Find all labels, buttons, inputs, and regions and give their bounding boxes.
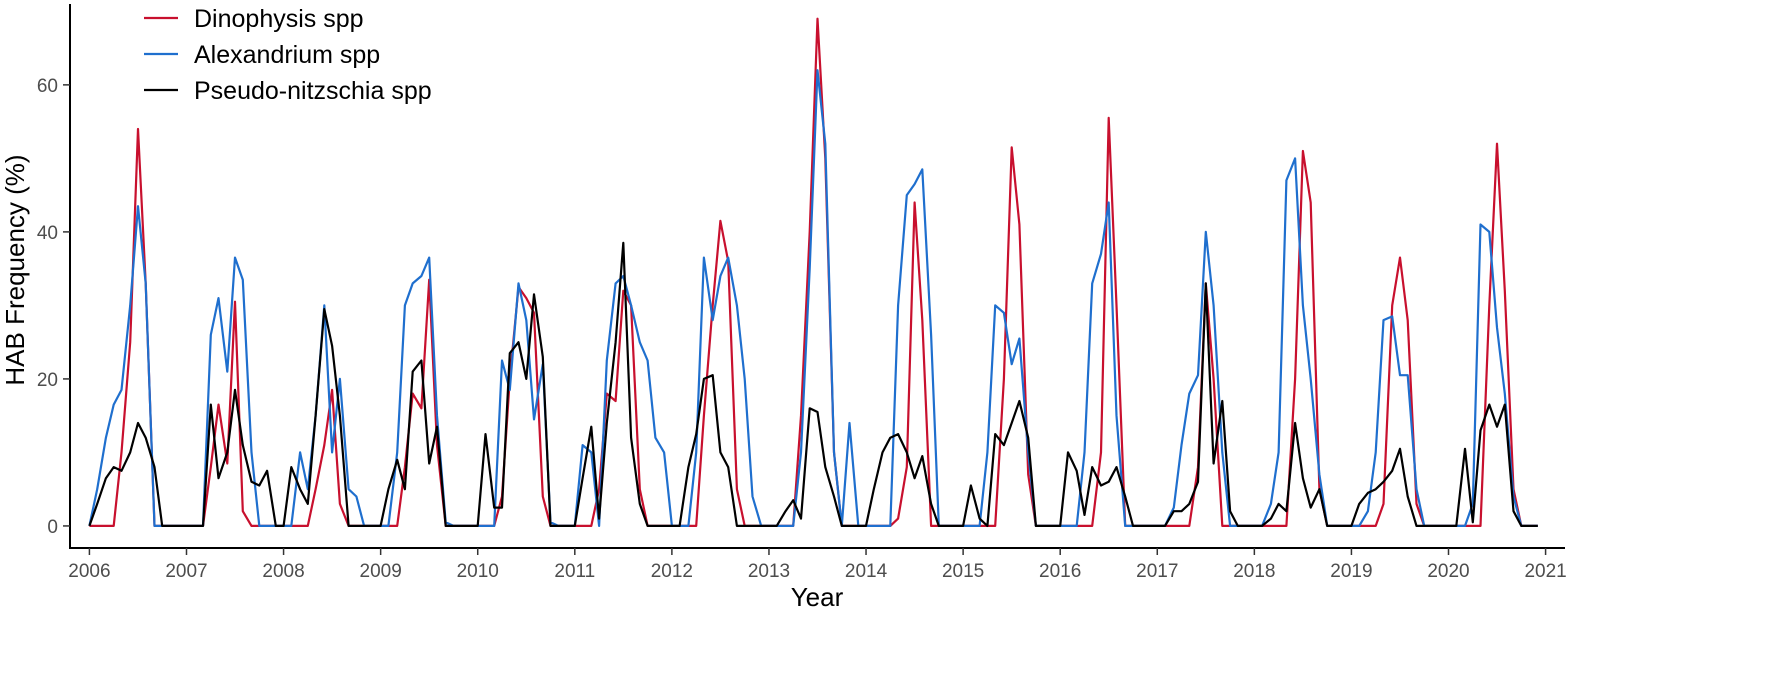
x-axis-ticks: 2006 2007 2008 2009 2010 2011 2012 2013 2014 2015…: [68, 548, 1567, 582]
series-line-pseudo-nitzschia-spp: [88, 241, 1538, 528]
series-line-alexandrium-spp: [88, 69, 1538, 528]
y-tick-label: 40: [37, 223, 58, 244]
x-tick-label: 2016: [1039, 561, 1081, 582]
legend-label: Alexandrium spp: [194, 41, 380, 69]
legend: Dinophysis spp Alexandrium spp Pseudo-nitz…: [144, 5, 432, 105]
x-tick-label: 2015: [942, 561, 984, 582]
x-tick-label: 2011: [554, 561, 595, 582]
x-tick-label: 2014: [845, 561, 888, 582]
x-tick-label: 2021: [1524, 561, 1566, 582]
series-line-dinophysis-spp: [89, 17, 1538, 528]
x-tick-label: 2009: [360, 561, 402, 582]
y-tick-label: 60: [37, 76, 58, 97]
x-tick-label: 2010: [457, 561, 499, 582]
x-tick-label: 2019: [1330, 561, 1372, 582]
y-tick-label: 20: [37, 370, 58, 391]
x-tick-label: 2020: [1427, 561, 1469, 582]
y-tick-label: 0: [47, 517, 58, 538]
x-tick-label: 2007: [165, 561, 207, 582]
x-tick-label: 2018: [1233, 561, 1275, 582]
y-axis-title: HAB Frequency (%): [0, 154, 30, 385]
y-axis-ticks: 0 20 40 60: [37, 76, 70, 538]
x-tick-label: 2013: [748, 561, 790, 582]
series-lines: [88, 17, 1538, 528]
legend-label: Pseudo-nitzschia spp: [194, 77, 432, 105]
x-tick-label: 2006: [68, 561, 110, 582]
x-tick-label: 2012: [651, 561, 693, 582]
x-tick-label: 2008: [262, 561, 304, 582]
legend-label: Dinophysis spp: [194, 5, 364, 33]
x-tick-label: 2017: [1136, 561, 1178, 582]
x-axis-title: Year: [791, 582, 844, 612]
